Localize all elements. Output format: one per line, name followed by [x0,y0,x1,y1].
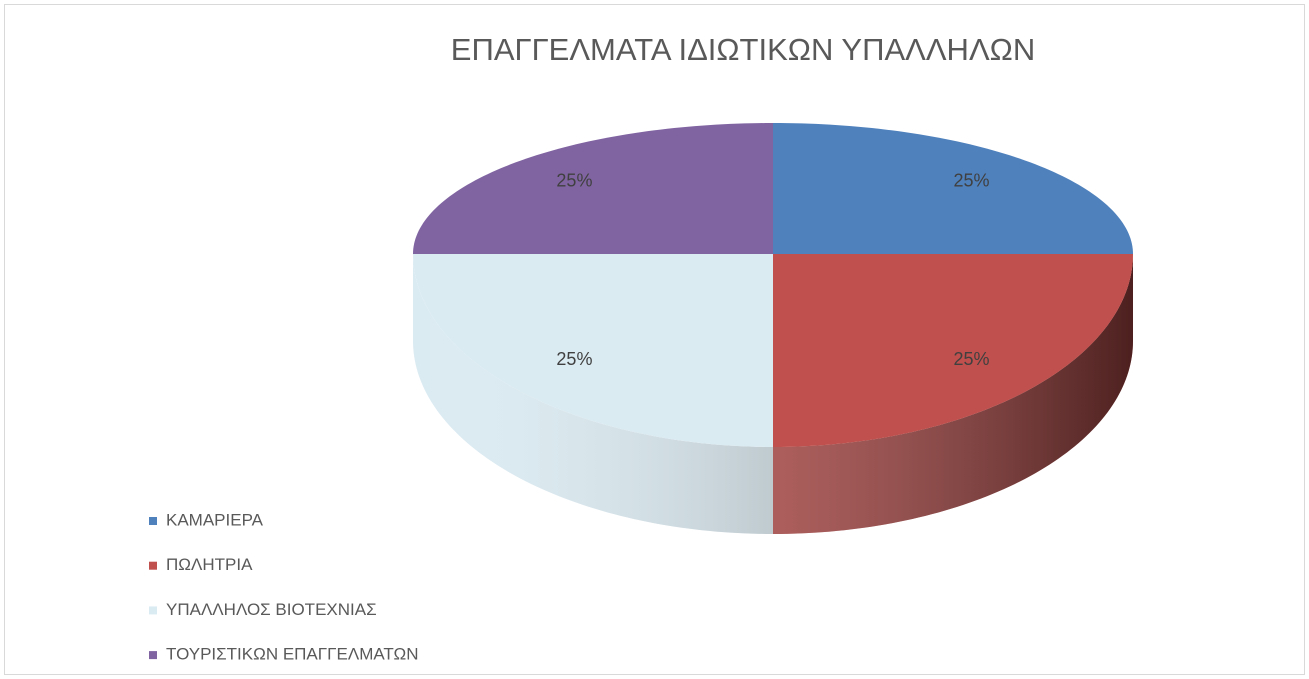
legend-swatch [149,561,157,570]
data-label: 25% [556,349,592,369]
legend-label: ΠΩΛΗΤΡΙΑ [166,555,253,574]
slice [773,123,1133,254]
chart-title: ΕΠΑΓΓΕΛΜΑΤΑ ΙΔΙΩΤΙΚΩΝ ΥΠΑΛΛΗΛΩΝ [451,32,1035,67]
legend-label: ΥΠΑΛΛΗΛΟΣ ΒΙΟΤΕΧΝΙΑΣ [166,600,377,619]
legend-label: ΚΑΜΑΡΙΕΡΑ [166,510,264,529]
data-label: 25% [954,170,990,190]
data-label: 25% [954,349,990,369]
legend-swatch [149,517,157,525]
legend-swatch [149,606,157,615]
slice [413,123,773,254]
legend-swatch [149,651,157,660]
data-label: 25% [556,170,592,190]
slice [413,254,773,447]
slice-side-shade [413,254,773,534]
slice [773,254,1133,447]
legend-label: ΤΟΥΡΙΣΤΙΚΩΝ ΕΠΑΓΓΕΛΜΑΤΩΝ [166,645,419,664]
slice-side-shade [773,254,1133,534]
